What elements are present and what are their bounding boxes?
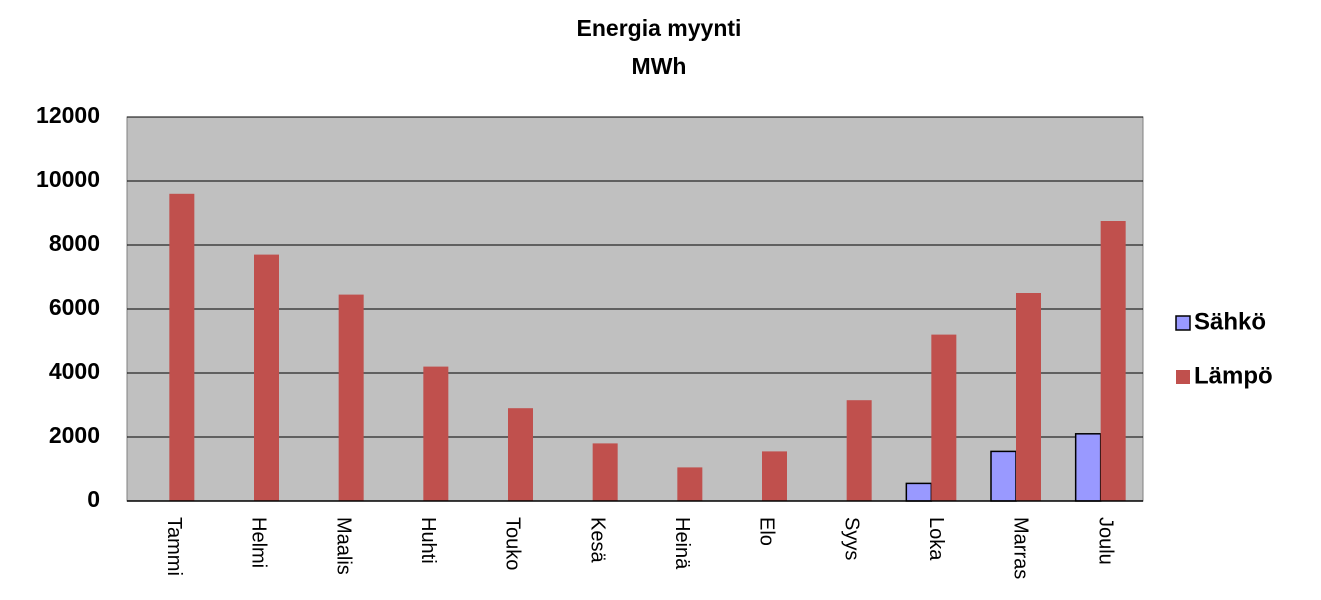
x-tick-label: Heinä bbox=[671, 517, 693, 570]
bar bbox=[423, 366, 449, 501]
x-tick-label: Touko bbox=[502, 517, 524, 570]
bar bbox=[1100, 221, 1126, 501]
x-tick-label: Elo bbox=[756, 517, 778, 546]
bar bbox=[592, 443, 618, 501]
x-tick-label: Joulu bbox=[1094, 517, 1116, 565]
bar bbox=[508, 408, 533, 501]
x-tick-label: Syys bbox=[840, 517, 862, 560]
y-tick-label: 12000 bbox=[36, 102, 100, 128]
bar bbox=[846, 400, 872, 501]
bar bbox=[931, 334, 957, 501]
legend-swatch bbox=[1175, 315, 1191, 331]
y-tick-label: 10000 bbox=[36, 166, 100, 192]
chart-title: MWh bbox=[632, 53, 687, 79]
bar bbox=[762, 451, 787, 501]
x-tick-label: Helmi bbox=[248, 517, 270, 568]
x-tick-label: Maalis bbox=[332, 517, 354, 575]
x-tick-label: Loka bbox=[925, 517, 947, 561]
y-tick-label: 8000 bbox=[49, 230, 100, 256]
legend-label: Lämpö bbox=[1194, 362, 1273, 389]
x-tick-label: Marras bbox=[1010, 517, 1032, 579]
bar bbox=[338, 294, 364, 501]
legend-swatch bbox=[1176, 370, 1190, 384]
y-tick-label: 4000 bbox=[49, 358, 100, 384]
x-tick-label: Tammi bbox=[163, 517, 185, 576]
y-tick-label: 0 bbox=[87, 486, 100, 512]
bar bbox=[1074, 433, 1102, 502]
chart-title: Energia myynti bbox=[577, 15, 742, 41]
legend-label: Sähkö bbox=[1194, 308, 1266, 335]
y-tick-label: 2000 bbox=[49, 422, 100, 448]
bar bbox=[677, 467, 703, 501]
bar bbox=[169, 193, 195, 502]
x-tick-label: Huhti bbox=[417, 517, 439, 564]
bar bbox=[254, 254, 279, 501]
y-tick-label: 6000 bbox=[49, 294, 100, 320]
x-tick-label: Kesä bbox=[586, 517, 608, 563]
bar bbox=[905, 482, 933, 502]
bar bbox=[1016, 293, 1041, 501]
bar bbox=[990, 450, 1017, 502]
